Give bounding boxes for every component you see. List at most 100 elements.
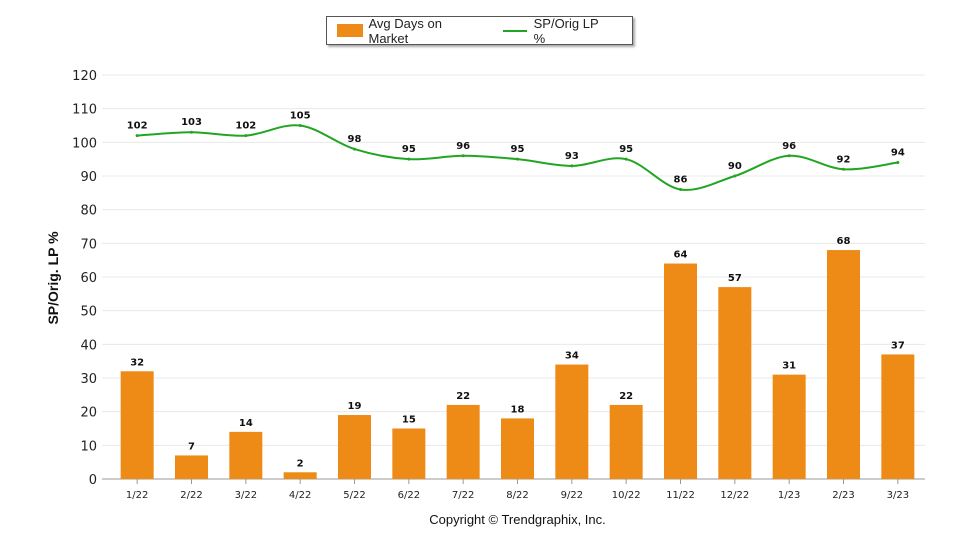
line-point (787, 154, 791, 158)
line-point (570, 164, 574, 168)
bar (827, 250, 860, 479)
legend-label-bar: Avg Days on Market (368, 15, 442, 46)
x-tick-label: 3/22 (235, 490, 257, 501)
bar (555, 364, 589, 479)
line-data-label: 98 (348, 134, 362, 145)
bar (446, 404, 480, 479)
bar-data-label: 22 (619, 391, 633, 402)
y-tick-label: 10 (80, 439, 97, 454)
line-data-label: 94 (891, 148, 905, 159)
bar (772, 374, 806, 479)
line-data-label: 95 (511, 144, 525, 155)
grid-lines (102, 74, 925, 480)
line-data-label: 103 (181, 117, 202, 128)
line-series (135, 124, 900, 191)
y-tick-label: 0 (89, 473, 97, 488)
y-tick-label: 90 (80, 170, 97, 185)
bar-data-label: 15 (402, 415, 416, 426)
bar (718, 287, 752, 479)
bar (283, 472, 317, 479)
bar-data-label: 22 (456, 391, 470, 402)
y-tick-label: 110 (72, 103, 97, 118)
bar-data-label: 14 (239, 418, 253, 429)
line-data-labels: 102 103 102 105 98 95 96 95 93 95 86 90 96 92 94 (127, 111, 905, 186)
line-point (896, 161, 900, 165)
line-data-label: 92 (837, 154, 851, 165)
line-point (298, 124, 302, 127)
x-tick-label: 1/22 (126, 490, 148, 501)
line-data-label: 102 (235, 121, 256, 132)
x-tick-label: 2/23 (832, 490, 854, 501)
y-tick-label: 30 (80, 372, 97, 387)
bar-data-label: 2 (297, 458, 304, 469)
legend: Avg Days on Market SP/Orig LP % (326, 16, 633, 46)
bar (120, 371, 154, 479)
y-tick-label: 50 (80, 305, 97, 320)
line-data-label: 86 (674, 174, 688, 185)
line-point (407, 157, 411, 161)
y-tick-label: 120 (72, 69, 97, 84)
bar-series (120, 250, 915, 479)
line-point (516, 157, 519, 161)
x-tick-label: 6/22 (398, 490, 420, 501)
bar (664, 263, 697, 479)
x-tick-label: 9/22 (561, 490, 583, 501)
legend-swatch-bar (337, 24, 363, 37)
bar-data-labels: 32 7 14 2 19 15 22 18 34 22 64 57 31 68 37 (130, 236, 905, 469)
x-tick-label: 2/22 (180, 490, 202, 501)
bar (609, 404, 643, 479)
copyright-text: Copyright © Trendgraphix, Inc. (429, 512, 606, 527)
x-tick-label: 7/22 (452, 490, 474, 501)
x-tick-labels: 1/22 2/22 3/22 4/22 5/22 6/22 7/22 8/22 9/22 10/2… (126, 479, 909, 501)
x-tick-label: 10/22 (612, 490, 641, 501)
bar-data-label: 31 (782, 361, 796, 372)
x-tick-label: 4/22 (289, 490, 311, 501)
line-point (353, 147, 356, 151)
bar (229, 431, 263, 479)
line-point (842, 167, 845, 171)
y-tick-label: 60 (80, 271, 97, 286)
bar-data-label: 32 (130, 357, 144, 368)
line-data-label: 96 (782, 141, 796, 152)
bar (338, 415, 371, 479)
line-point (190, 130, 193, 134)
line-data-label: 95 (619, 144, 633, 155)
legend-label-line: SP/Orig LP % (533, 15, 599, 46)
bar (392, 428, 426, 479)
line-data-label: 93 (565, 151, 579, 162)
line-point (624, 157, 628, 161)
x-tick-label: 5/22 (343, 490, 365, 501)
legend-item-bar: Avg Days on Market (337, 16, 483, 46)
y-tick-label: 70 (80, 237, 97, 252)
bar (175, 455, 208, 479)
bar-data-label: 68 (837, 236, 851, 247)
bar-data-label: 7 (188, 441, 195, 452)
y-tick-label: 20 (80, 406, 97, 421)
line-point (679, 187, 682, 191)
line-point (461, 154, 465, 158)
legend-item-line: SP/Orig LP % (503, 16, 612, 46)
y-axis-label: SP/Orig. LP % (45, 231, 61, 325)
y-tick-labels: 0 10 20 30 40 50 60 70 80 90 100 110 120 (72, 69, 97, 488)
bar (501, 418, 534, 479)
bar (881, 354, 915, 479)
x-tick-label: 3/23 (887, 490, 909, 501)
bar-data-label: 34 (565, 351, 579, 362)
y-tick-label: 100 (72, 136, 97, 151)
y-tick-label: 40 (80, 338, 97, 353)
bar-data-label: 18 (511, 404, 525, 415)
x-tick-label: 8/22 (506, 490, 528, 501)
line-point (733, 174, 737, 178)
line-data-label: 95 (402, 144, 416, 155)
bar-data-label: 57 (728, 273, 742, 284)
bar-data-label: 64 (674, 250, 688, 261)
line-data-label: 96 (456, 141, 470, 152)
line-data-label: 102 (127, 121, 148, 132)
bar-data-label: 37 (891, 340, 905, 351)
x-tick-label: 11/22 (666, 490, 695, 501)
line-path (137, 124, 898, 191)
x-tick-label: 1/23 (778, 490, 800, 501)
x-tick-label: 12/22 (720, 490, 749, 501)
bar-data-label: 19 (348, 401, 362, 412)
